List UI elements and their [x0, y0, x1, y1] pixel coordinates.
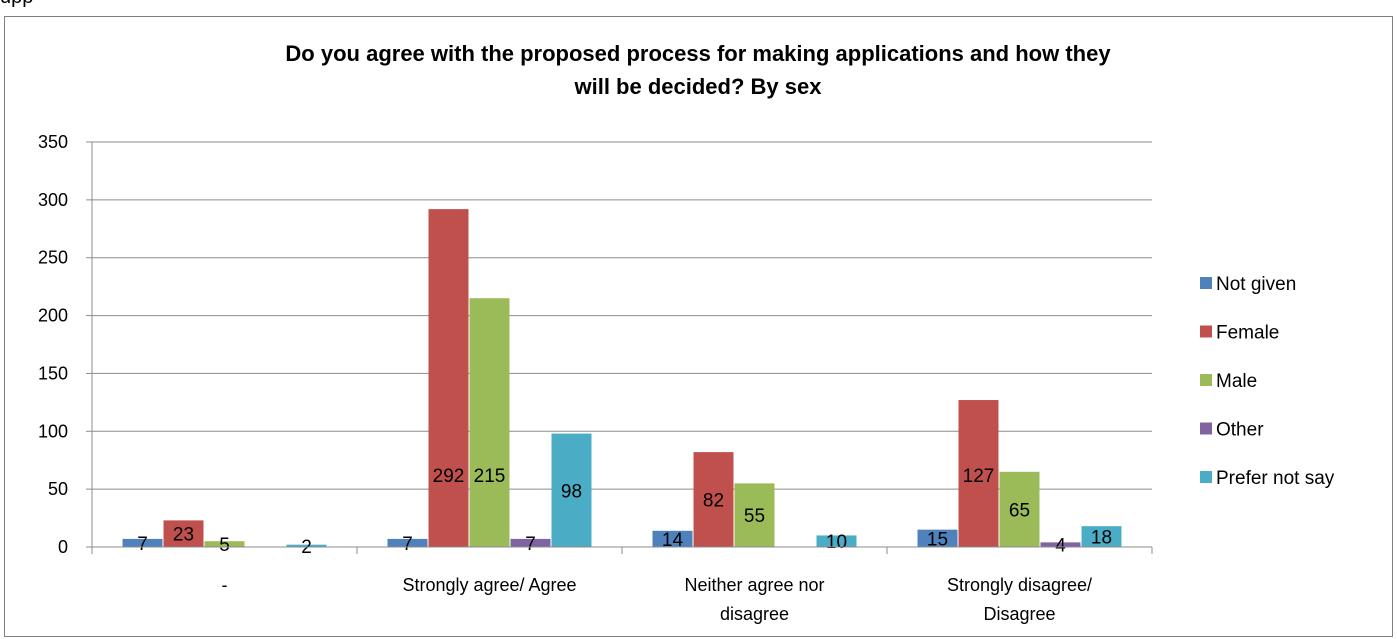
data-label: 15 [927, 529, 948, 550]
bar-female [693, 452, 734, 547]
chart-title-line: will be decided? By sex [574, 74, 823, 99]
legend-swatch [1200, 374, 1212, 386]
x-category-label: disagree [720, 604, 789, 624]
page-text-fragment: upp [0, 0, 33, 9]
data-label: 98 [561, 481, 582, 502]
y-axis: 0 50 100 150 200 250 300 350 [38, 132, 93, 557]
data-label: 7 [402, 534, 413, 555]
bar-not-given [652, 530, 693, 547]
legend-swatch [1200, 277, 1212, 289]
data-label: 5 [219, 535, 230, 556]
bar-prefer-not-say [551, 433, 592, 547]
data-label: 82 [703, 491, 724, 512]
y-tick-label: 200 [38, 306, 68, 326]
bar-not-given [387, 538, 428, 547]
y-tick-label: 50 [48, 479, 68, 499]
bar-other [1040, 542, 1081, 547]
data-label: 7 [137, 534, 148, 555]
y-tick-label: 350 [38, 132, 68, 152]
bar-prefer-not-say [816, 535, 857, 547]
bars [122, 209, 1122, 547]
data-label: 18 [1091, 528, 1112, 549]
data-label: 127 [963, 466, 995, 487]
legend-swatch [1200, 422, 1212, 435]
bar-other [510, 538, 551, 547]
data-label: 215 [474, 466, 506, 487]
x-category-label: - [222, 575, 228, 595]
legend-label: Male [1216, 371, 1257, 392]
bar-male [469, 298, 510, 547]
legend: Not given Female Male Other Prefer not say [1200, 274, 1335, 489]
data-label: 23 [173, 525, 194, 546]
x-category-label: Strongly agree/ Agree [402, 575, 576, 595]
chart-title: Do you agree with the proposed process f… [285, 41, 1111, 99]
bar-prefer-not-say [1081, 526, 1122, 547]
x-category-label: Neither agree nor [684, 575, 824, 595]
bar-prefer-not-say [286, 544, 327, 547]
bar-female [163, 520, 204, 547]
bar-not-given [122, 538, 163, 547]
legend-label: Other [1216, 420, 1264, 441]
data-label: 14 [662, 530, 684, 551]
y-tick-label: 150 [38, 363, 68, 383]
bar-not-given [917, 529, 958, 547]
x-axis: - Strongly agree/ Agree Neither agree nor d… [91, 546, 1153, 624]
data-label: 65 [1009, 500, 1030, 521]
bar-female [428, 209, 469, 547]
data-label: 10 [826, 532, 847, 553]
data-label: 55 [744, 506, 765, 527]
y-tick-label: 250 [38, 248, 68, 268]
y-tick-label: 100 [38, 421, 68, 441]
y-tick-label: 0 [58, 537, 68, 557]
x-category-label: Strongly disagree/ [947, 575, 1092, 595]
bar-male [999, 471, 1040, 547]
legend-label: Prefer not say [1216, 468, 1335, 489]
data-label: 292 [433, 466, 465, 487]
data-label: 4 [1055, 536, 1066, 557]
legend-label: Not given [1216, 274, 1296, 295]
data-label: 7 [525, 534, 536, 555]
chart-title-line: Do you agree with the proposed process f… [285, 41, 1111, 66]
legend-swatch [1200, 471, 1212, 483]
bar-female [958, 400, 999, 547]
legend-swatch [1200, 325, 1212, 338]
y-tick-label: 300 [38, 190, 68, 210]
legend-label: Female [1216, 323, 1279, 344]
bar-male [734, 483, 775, 547]
x-category-label: Disagree [983, 604, 1055, 624]
bar-male [204, 541, 245, 547]
